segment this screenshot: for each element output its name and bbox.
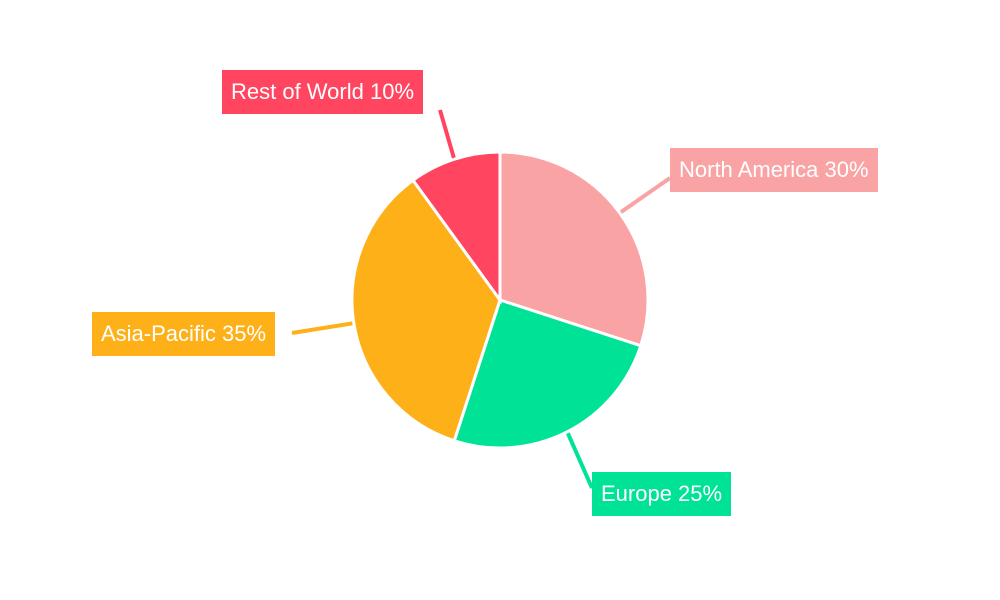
pie-slice-north-america[interactable] xyxy=(498,150,650,348)
leader-line xyxy=(565,431,594,489)
leader-line xyxy=(438,109,456,159)
leader-line xyxy=(619,176,672,215)
pie-slice-rest-of-world[interactable] xyxy=(410,150,502,305)
leader-line xyxy=(291,321,354,335)
slice-label: Europe 25% xyxy=(592,472,732,516)
pie-slice-asia-pacific[interactable] xyxy=(350,178,502,443)
pie-slice-europe[interactable] xyxy=(452,298,643,450)
slice-label: North America 30% xyxy=(670,148,878,192)
slice-label: Asia-Pacific 35% xyxy=(92,312,276,356)
slice-label: Rest of World 10% xyxy=(222,70,424,114)
